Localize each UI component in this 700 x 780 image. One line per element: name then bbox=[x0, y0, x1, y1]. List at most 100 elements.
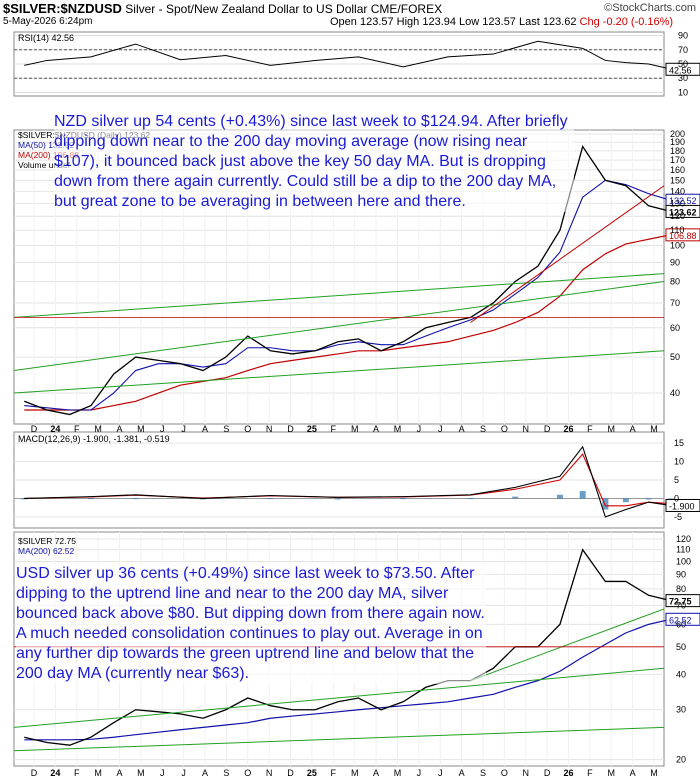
nzd-last-label: 123.62 bbox=[669, 207, 697, 217]
nzd-legend-item: MA(50) 132.52 bbox=[18, 140, 74, 150]
nzd-lower-trendline bbox=[13, 350, 665, 394]
chart-date: 5-May-2026 6:24pm bbox=[3, 16, 93, 27]
macd-legend: MACD(12,26,9) -1.900, -1.381, -0.519 bbox=[18, 434, 170, 444]
usd-tick-label: 50 bbox=[676, 642, 686, 652]
usd-x-tick-label: D bbox=[544, 768, 551, 778]
stockcharts-logo: ©StockCharts.com bbox=[604, 2, 696, 14]
usd-legend-item: $SILVER 72.75 bbox=[18, 536, 76, 546]
nzd-tick-label: 200 bbox=[670, 129, 685, 139]
nzd-x-tick-label: D bbox=[544, 424, 551, 434]
usd-x-tick-label: A bbox=[459, 768, 465, 778]
nzd-tick-label: 100 bbox=[670, 241, 685, 251]
rsi-legend: RSI(14) 42.56 bbox=[18, 33, 74, 43]
nzd-x-tick-label: S bbox=[223, 424, 229, 434]
nzd-x-tick-label: M bbox=[351, 424, 359, 434]
nzd-legend-item: Volume undef bbox=[18, 160, 71, 170]
macd-histogram-bar bbox=[400, 498, 407, 500]
usd-x-tick-label: M bbox=[94, 768, 102, 778]
usd-x-tick-label: O bbox=[501, 768, 508, 778]
macd-histogram-bar bbox=[556, 494, 563, 499]
nzd-tick-label: 150 bbox=[670, 175, 685, 185]
macd-histogram-bar bbox=[602, 498, 609, 510]
macd-tick-label: -5 bbox=[674, 512, 682, 522]
usd-tick-label: 100 bbox=[676, 556, 691, 566]
usd-price-line bbox=[24, 548, 671, 746]
usd-ma200-label: 62.52 bbox=[669, 615, 692, 625]
macd-tick-label: 10 bbox=[674, 457, 684, 467]
chart-header: $SILVER:$NZDUSD Silver - Spot/New Zealan… bbox=[0, 0, 700, 32]
usd-legend-item: MA(200) 62.52 bbox=[18, 546, 74, 556]
nzd-x-tick-label: 26 bbox=[563, 424, 573, 434]
macd-line bbox=[24, 445, 671, 518]
usd-x-tick-label: M bbox=[650, 768, 658, 778]
usd-tick-label: 40 bbox=[676, 669, 686, 679]
usd-x-tick-label: J bbox=[438, 768, 443, 778]
macd-tick-label: 15 bbox=[674, 438, 684, 448]
rsi-last-box bbox=[665, 62, 700, 76]
nzd-tick-label: 170 bbox=[670, 155, 685, 165]
nzd-legend-item: MA(200) 106.88 bbox=[18, 150, 79, 160]
usd-x-tick-label: A bbox=[117, 768, 123, 778]
macd-histogram-bar bbox=[467, 498, 474, 500]
nzd-x-tick-label: F bbox=[74, 424, 80, 434]
nzd-ma50-label: 132.52 bbox=[669, 196, 697, 206]
nzd-x-tick-label: F bbox=[587, 424, 593, 434]
usd-x-tick-label: F bbox=[331, 768, 337, 778]
nzd-x-tick-label: A bbox=[630, 424, 636, 434]
usd-ma200-line bbox=[24, 618, 671, 741]
nzd-mid-trendline bbox=[13, 280, 665, 372]
ohlc-readout: Open 123.57 High 123.94 Low 123.57 Last … bbox=[330, 16, 673, 28]
nzd-x-tick-label: J bbox=[160, 424, 165, 434]
usd-lower-trendline bbox=[13, 726, 665, 752]
usd-last-box bbox=[665, 594, 700, 608]
usd-x-tick-label: N bbox=[266, 768, 273, 778]
ohlc-values: Open 123.57 High 123.94 Low 123.57 Last … bbox=[330, 16, 577, 28]
rsi-tick-label: 90 bbox=[678, 31, 688, 41]
usd-x-tick-label: M bbox=[394, 768, 402, 778]
nzd-x-tick-label: J bbox=[417, 424, 422, 434]
nzd-tick-label: 190 bbox=[670, 137, 685, 147]
usd-tick-label: 30 bbox=[676, 705, 686, 715]
usd-x-tick-label: O bbox=[244, 768, 251, 778]
macd-histogram-bar bbox=[21, 498, 28, 500]
nzd-x-tick-label: D bbox=[287, 424, 294, 434]
macd-tick-label: 5 bbox=[674, 475, 679, 485]
usd-x-tick-label: M bbox=[351, 768, 359, 778]
nzd-tick-label: 60 bbox=[670, 323, 680, 333]
usd-x-tick-label: S bbox=[480, 768, 486, 778]
nzd-x-tick-label: F bbox=[331, 424, 337, 434]
nzd-upper-trendline bbox=[13, 273, 665, 318]
usd-x-tick-label: J bbox=[181, 768, 186, 778]
usd-x-tick-label: F bbox=[587, 768, 593, 778]
macd-last-label: -1.900 bbox=[669, 501, 695, 511]
usd-x-tick-label: S bbox=[223, 768, 229, 778]
rsi-line bbox=[24, 40, 671, 70]
nzd-tick-label: 140 bbox=[670, 186, 685, 196]
nzd-x-tick-label: A bbox=[459, 424, 465, 434]
usd-ma200-box bbox=[665, 612, 700, 626]
usd-steep-trendline bbox=[470, 608, 665, 682]
usd-tick-label: 80 bbox=[676, 584, 686, 594]
nzd-tick-label: 160 bbox=[670, 165, 685, 175]
usd-tick-label: 120 bbox=[676, 534, 691, 544]
nzd-price-line bbox=[24, 144, 671, 416]
macd-histogram-bar bbox=[87, 498, 94, 500]
usd-x-tick-label: 26 bbox=[563, 768, 573, 778]
nzd-ma200-label: 106.88 bbox=[669, 231, 697, 241]
nzd-x-tick-label: 25 bbox=[307, 424, 317, 434]
nzd-ma50-line bbox=[24, 179, 671, 411]
panel-frame-usd bbox=[13, 531, 665, 767]
usd-x-tick-label: 25 bbox=[307, 768, 317, 778]
macd-histogram-bar bbox=[512, 496, 519, 499]
usd-x-tick-label: N bbox=[522, 768, 529, 778]
usd-tick-label: 90 bbox=[676, 569, 686, 579]
nzd-tick-label: 120 bbox=[670, 211, 685, 221]
nzd-x-tick-label: M bbox=[650, 424, 658, 434]
usd-mid-trendline bbox=[13, 667, 665, 728]
change-value: Chg -0.20 (-0.16%) bbox=[579, 16, 674, 28]
nzd-tick-label: 50 bbox=[670, 352, 680, 362]
nzd-tick-label: 90 bbox=[670, 258, 680, 268]
macd-histogram-bar bbox=[622, 498, 629, 503]
nzd-x-tick-label: O bbox=[244, 424, 251, 434]
macd-histogram-bar bbox=[334, 498, 341, 500]
